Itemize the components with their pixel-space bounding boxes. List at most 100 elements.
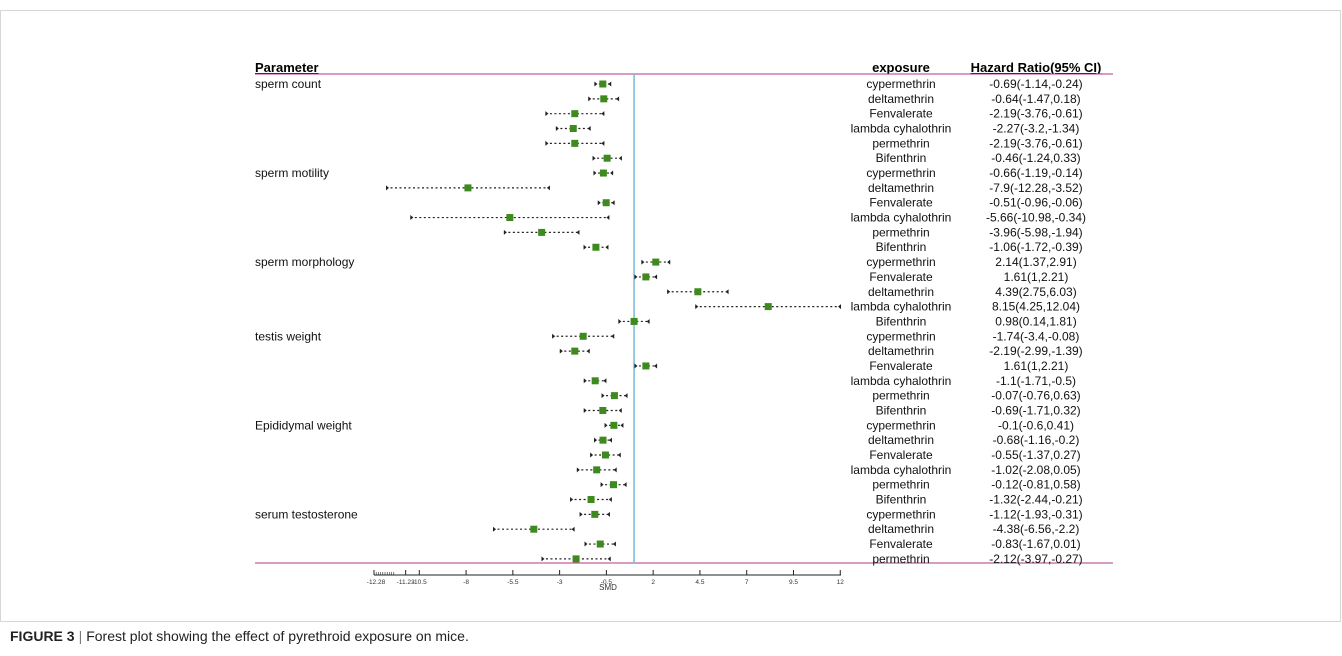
- exposure-label: Fenvalerate: [869, 270, 933, 284]
- exposure-label: cypermethrin: [866, 507, 935, 521]
- x-axis-label: SMD: [599, 583, 617, 592]
- hazard-ratio-value: 0.98(0.14,1.81): [995, 314, 1076, 328]
- ci-upper-cap: [624, 393, 628, 399]
- exposure-label: Fenvalerate: [869, 537, 933, 551]
- estimate-marker: [599, 169, 607, 177]
- hazard-ratio-value: -0.64(-1.47,0.18): [991, 92, 1080, 106]
- hazard-ratio-value: -0.68(-1.16,-0.2): [993, 433, 1080, 447]
- x-tick-label: -8: [463, 579, 469, 586]
- ci-upper-cap: [606, 215, 610, 221]
- x-tick-label: 2: [651, 579, 655, 586]
- exposure-label: lambda cyhalothrin: [851, 211, 952, 225]
- exposure-label: permethrin: [872, 478, 929, 492]
- parameter-label: sperm count: [255, 77, 322, 91]
- estimate-marker: [642, 362, 650, 370]
- ci-upper-cap: [603, 378, 607, 384]
- ci-upper-cap: [646, 318, 650, 324]
- x-tick-label: 12: [837, 579, 845, 586]
- x-tick-label: 4.5: [695, 579, 704, 586]
- estimate-marker: [569, 125, 577, 133]
- estimate-marker: [593, 466, 601, 474]
- hazard-ratio-value: -2.19(-3.76,-0.61): [989, 107, 1082, 121]
- hazard-ratio-value: -0.69(-1.71,0.32): [991, 403, 1080, 417]
- figure-frame: Parameter exposure Hazard Ratio(95% CI) …: [0, 10, 1341, 622]
- ci-lower-cap: [545, 140, 549, 146]
- estimate-marker: [587, 496, 595, 504]
- hazard-ratio-value: -5.66(-10.98,-0.34): [986, 211, 1086, 225]
- ci-lower-cap: [552, 333, 556, 339]
- ci-upper-cap: [606, 511, 610, 517]
- exposure-label: Bifenthrin: [876, 240, 927, 254]
- estimate-marker: [610, 421, 618, 429]
- estimate-marker: [642, 273, 650, 281]
- hazard-ratio-value: -1.06(-1.72,-0.39): [989, 240, 1082, 254]
- exposure-label: cypermethrin: [866, 255, 935, 269]
- hazard-ratio-value: -0.1(-0.6,0.41): [998, 418, 1074, 432]
- exposure-label: Fenvalerate: [869, 196, 933, 210]
- ci-upper-cap: [654, 274, 658, 280]
- exposure-label: deltamethrin: [868, 344, 934, 358]
- exposure-label: cypermethrin: [866, 77, 935, 91]
- estimate-marker: [601, 451, 609, 459]
- estimate-marker: [464, 184, 472, 192]
- forest-plot: Parameter exposure Hazard Ratio(95% CI) …: [255, 60, 1113, 592]
- exposure-label: Bifenthrin: [876, 403, 927, 417]
- hazard-ratio-value: -1.02(-2.08,0.05): [991, 463, 1080, 477]
- exposure-label: Bifenthrin: [876, 314, 927, 328]
- ci-lower-cap: [503, 229, 507, 235]
- ci-upper-cap: [623, 482, 627, 488]
- hazard-ratio-value: -0.69(-1.14,-0.24): [989, 77, 1082, 91]
- ci-lower-cap: [559, 348, 563, 354]
- estimate-marker: [610, 392, 618, 400]
- caption-separator: |: [78, 628, 83, 644]
- exposure-label: cypermethrin: [866, 166, 935, 180]
- estimate-marker: [571, 347, 579, 355]
- hazard-ratio-value: 1.61(1,2.21): [1004, 270, 1069, 284]
- estimate-marker: [652, 258, 660, 266]
- parameter-label: serum testosterone: [255, 507, 358, 521]
- ci-lower-cap: [594, 81, 598, 87]
- estimate-marker: [610, 481, 617, 489]
- parameter-label: testis weight: [255, 329, 322, 343]
- estimate-marker: [599, 436, 607, 444]
- ci-lower-cap: [667, 289, 671, 295]
- ci-upper-cap: [608, 497, 612, 503]
- ci-upper-cap: [617, 452, 621, 458]
- exposure-label: deltamethrin: [868, 433, 934, 447]
- exposure-label: Fenvalerate: [869, 448, 933, 462]
- parameter-label: Epididymal weight: [255, 418, 352, 432]
- exposure-label: permethrin: [872, 552, 929, 566]
- hazard-ratio-value: -0.51(-0.96,-0.06): [989, 196, 1082, 210]
- ci-upper-cap: [611, 333, 615, 339]
- ci-upper-cap: [618, 155, 622, 161]
- hazard-ratio-value: -0.07(-0.76,0.63): [991, 389, 1080, 403]
- ci-upper-cap: [601, 140, 605, 146]
- ci-upper-cap: [667, 259, 671, 265]
- exposure-label: permethrin: [872, 225, 929, 239]
- ci-upper-cap: [838, 304, 841, 310]
- ci-lower-cap: [588, 96, 592, 102]
- x-tick-label: -11.23: [397, 579, 415, 586]
- ci-upper-cap: [613, 467, 617, 473]
- ci-upper-cap: [546, 185, 550, 191]
- parameter-label: sperm morphology: [255, 255, 354, 269]
- estimate-marker: [506, 214, 514, 222]
- estimate-marker: [694, 288, 702, 296]
- ci-lower-cap: [695, 304, 699, 310]
- hazard-ratio-value: -1.1(-1.71,-0.5): [996, 374, 1076, 388]
- header-parameter: Parameter: [255, 60, 319, 75]
- exposure-label: Bifenthrin: [876, 151, 927, 165]
- x-axis: -12.28 -11.23-10.5 -8 -5.5 -3 -0.5 2 4.5 7 9.5 12: [367, 570, 844, 586]
- ci-upper-cap: [609, 437, 613, 443]
- ci-upper-cap: [607, 556, 611, 562]
- estimate-marker: [592, 243, 600, 251]
- ci-lower-cap: [641, 259, 645, 265]
- hazard-ratio-value: -2.19(-3.76,-0.61): [989, 136, 1082, 150]
- ci-upper-cap: [654, 363, 658, 369]
- estimate-marker: [571, 139, 579, 147]
- exposure-label: Fenvalerate: [869, 359, 933, 373]
- estimate-marker: [591, 510, 599, 518]
- ci-upper-cap: [725, 289, 729, 295]
- ci-upper-cap: [610, 170, 614, 176]
- ci-upper-cap: [576, 229, 580, 235]
